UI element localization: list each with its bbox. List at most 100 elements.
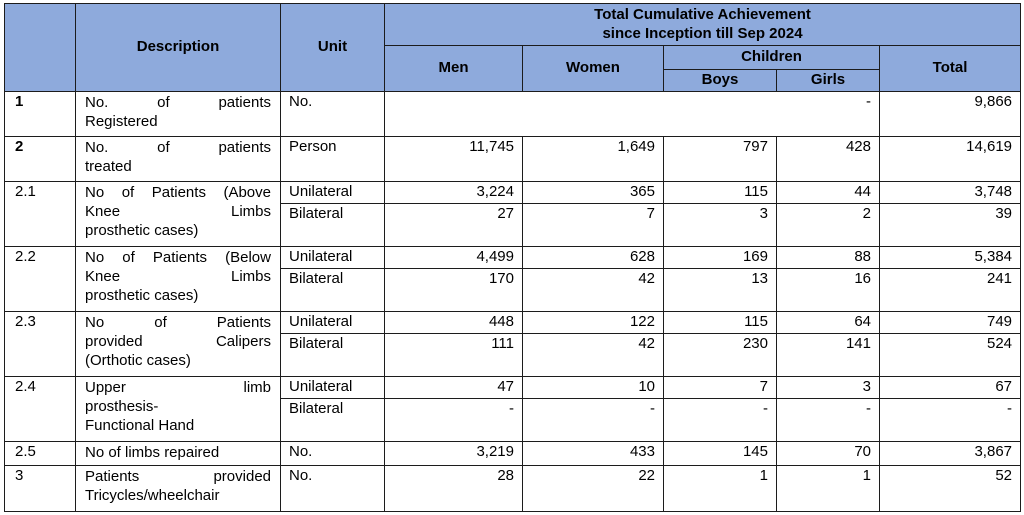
boys-value: 3: [663, 203, 777, 247]
women-value: 22: [522, 464, 664, 512]
header-women: Women: [522, 45, 664, 92]
girls-value: -: [776, 398, 880, 442]
table-row: 1 No. of patients Registered No. - 9,866: [4, 91, 1022, 137]
row-number-cell: 3: [4, 464, 76, 512]
unit-cell: Unilateral: [280, 246, 385, 269]
total-value: -: [878, 398, 1022, 442]
girls-value: 141: [776, 333, 880, 377]
boys-value: 13: [663, 268, 777, 312]
description-cell: No of Patients (Above Knee Limbs prostheti…: [75, 181, 281, 247]
total-value: 39: [878, 203, 1022, 247]
total-value: 9,866: [878, 91, 1022, 137]
table-row: 2.1 No of Patients (Above Knee Limbs prost…: [4, 181, 1022, 247]
women-value: 10: [522, 376, 664, 399]
unit-cell: Unilateral: [280, 181, 385, 204]
total-value: 14,619: [878, 136, 1022, 182]
total-value: 749: [878, 311, 1022, 334]
boys-value: 230: [663, 333, 777, 377]
boys-value: 1: [663, 464, 777, 512]
header-children: Children: [663, 45, 880, 70]
total-value: 5,384: [878, 246, 1022, 269]
merged-empty-value: -: [384, 91, 880, 137]
women-value: 628: [522, 246, 664, 269]
total-value: 524: [878, 333, 1022, 377]
boys-value: 797: [663, 136, 777, 182]
header-description: Description: [75, 3, 281, 92]
description-cell: Upper limb prosthesis- Functional Hand: [75, 376, 281, 442]
girls-value: 88: [776, 246, 880, 269]
unit-cell: Bilateral: [280, 203, 385, 247]
women-value: 42: [522, 333, 664, 377]
achievement-table: Description Unit Total Cumulative Achiev…: [4, 3, 1022, 512]
description-cell: No of Patients provided Calipers (Orthotic…: [75, 311, 281, 377]
header-girls: Girls: [776, 69, 880, 92]
women-value: 365: [522, 181, 664, 204]
description-cell: No of limbs repaired: [75, 441, 281, 466]
women-value: 122: [522, 311, 664, 334]
description-cell: No. of patients Registered: [75, 91, 281, 137]
women-value: -: [522, 398, 664, 442]
women-value: 42: [522, 268, 664, 312]
row-number-cell: 2: [4, 136, 76, 182]
men-value: 111: [384, 333, 523, 377]
women-value: 1,649: [522, 136, 664, 182]
total-value: 52: [878, 464, 1022, 512]
men-value: 28: [384, 464, 523, 512]
table-row: Bilateral - - - - -: [5, 398, 1022, 442]
row-number-cell: 2.4: [4, 376, 76, 442]
men-value: 11,745: [384, 136, 523, 182]
boys-value: 145: [663, 441, 777, 466]
girls-value: 44: [776, 181, 880, 204]
description-cell: Patients provided Tricycles/wheelchair: [75, 464, 281, 512]
men-value: 4,499: [384, 246, 523, 269]
total-value: 3,867: [878, 441, 1022, 466]
women-value: 7: [522, 203, 664, 247]
total-value: 241: [878, 268, 1022, 312]
table-row: 2.2 No of Patients (Below Knee Limbs prost…: [4, 246, 1022, 312]
unit-cell: No.: [280, 441, 385, 466]
table-row: Bilateral 27 7 3 2 39: [5, 203, 1022, 247]
men-value: 3,224: [384, 181, 523, 204]
description-cell: No. of patients treated: [75, 136, 281, 182]
row-number-cell: 2.2: [4, 246, 76, 312]
women-value: 433: [522, 441, 664, 466]
boys-value: 115: [663, 181, 777, 204]
header-unit: Unit: [280, 3, 385, 92]
girls-value: 70: [776, 441, 880, 466]
unit-cell: Bilateral: [280, 398, 385, 442]
men-value: 3,219: [384, 441, 523, 466]
table-row: 2.5 No of limbs repaired No. 3,219 433 1…: [4, 441, 1022, 466]
men-value: 47: [384, 376, 523, 399]
table-row: 3 Patients provided Tricycles/wheelchair …: [4, 464, 1022, 512]
row-number-cell: 2.5: [4, 441, 76, 466]
header-men: Men: [384, 45, 523, 92]
header-boys: Boys: [663, 69, 777, 92]
girls-value: 428: [776, 136, 880, 182]
girls-value: 2: [776, 203, 880, 247]
men-value: -: [384, 398, 523, 442]
total-value: 67: [878, 376, 1022, 399]
boys-value: 115: [663, 311, 777, 334]
header-total: Total: [878, 45, 1022, 92]
row-number-cell: 2.1: [4, 181, 76, 247]
boys-value: 169: [663, 246, 777, 269]
girls-value: 1: [776, 464, 880, 512]
girls-value: 64: [776, 311, 880, 334]
boys-value: 7: [663, 376, 777, 399]
total-value: 3,748: [878, 181, 1022, 204]
men-value: 27: [384, 203, 523, 247]
men-value: 448: [384, 311, 523, 334]
table-row: Bilateral 111 42 230 141 524: [5, 333, 1022, 377]
unit-cell: Bilateral: [280, 333, 385, 377]
unit-cell: Unilateral: [280, 311, 385, 334]
row-number-cell: 2.3: [4, 311, 76, 377]
unit-cell: No.: [280, 464, 385, 512]
unit-cell: No.: [280, 91, 385, 137]
girls-value: 16: [776, 268, 880, 312]
unit-cell: Unilateral: [280, 376, 385, 399]
table-row: 2.3 No of Patients provided Calipers (Orth…: [4, 311, 1022, 377]
boys-value: -: [663, 398, 777, 442]
unit-cell: Person: [280, 136, 385, 182]
men-value: 170: [384, 268, 523, 312]
row-number-cell: 1: [4, 91, 76, 137]
